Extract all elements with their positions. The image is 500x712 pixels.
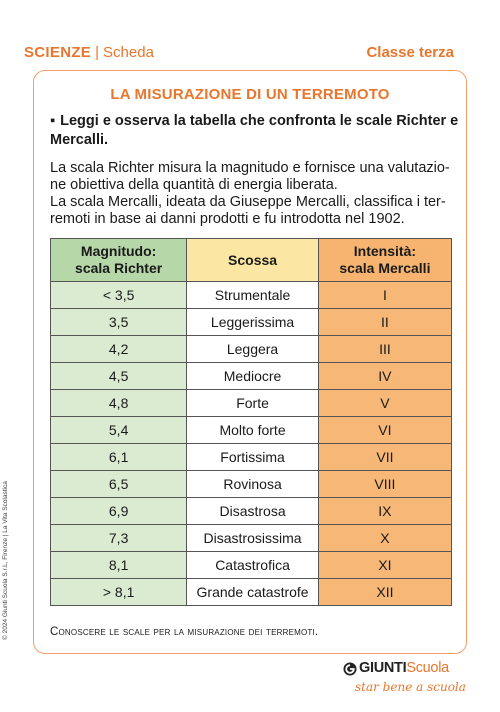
paragraph-line: La scala Richter misura la magnitudo e f… bbox=[50, 160, 450, 176]
cell-intensity: VII bbox=[317, 443, 453, 471]
document-type-label: Scheda bbox=[103, 44, 154, 61]
header-intensity-line2: scala Mercalli bbox=[339, 260, 431, 276]
cell-magnitude: 5,4 bbox=[49, 416, 188, 444]
cell-magnitude: 7,3 bbox=[49, 524, 188, 552]
cell-intensity: I bbox=[317, 281, 453, 309]
header-magnitude-line2: scala Richter bbox=[75, 260, 163, 276]
header-intensity: Intensità: scala Mercalli bbox=[317, 238, 453, 282]
cell-intensity: VI bbox=[317, 416, 453, 444]
cell-shock: Forte bbox=[186, 389, 319, 417]
cell-shock: Fortissima bbox=[186, 443, 319, 471]
cell-intensity: XII bbox=[317, 578, 453, 606]
table-row: 4,8 Forte V bbox=[49, 389, 453, 417]
cell-intensity: V bbox=[317, 389, 453, 417]
intro-paragraph: La scala Richter misura la magnitudo e f… bbox=[50, 160, 460, 228]
publisher-logo: GIUNTIScuola star bene a scuola bbox=[343, 660, 473, 700]
table-row: 8,1 Catastrofica XI bbox=[49, 551, 453, 579]
cell-shock: Disastrosa bbox=[186, 497, 319, 525]
richter-mercalli-table: Magnitudo: scala Richter Scossa Intensit… bbox=[49, 238, 453, 606]
copyright-notice: © 2024 Giunti Scuola S.r.L, Firenze | La… bbox=[2, 481, 12, 650]
cell-magnitude: 4,8 bbox=[49, 389, 188, 417]
cell-magnitude: 3,5 bbox=[49, 308, 188, 336]
page-header: SCIENZE | Scheda Classe terza bbox=[0, 0, 500, 72]
learning-objective: Conoscere le scale per la misurazione de… bbox=[50, 626, 319, 638]
cell-intensity: III bbox=[317, 335, 453, 363]
grade-label: Classe terza bbox=[366, 44, 454, 61]
cell-magnitude: 6,1 bbox=[49, 443, 188, 471]
header-shock: Scossa bbox=[186, 238, 319, 282]
cell-shock: Molto forte bbox=[186, 416, 319, 444]
cell-intensity: IX bbox=[317, 497, 453, 525]
instruction: ▪ Leggi e osserva la tabella che confront… bbox=[50, 112, 460, 150]
paragraph-line: remoti in base ai danni prodotti e fu in… bbox=[50, 211, 405, 227]
header-separator: | bbox=[95, 44, 100, 61]
giunti-logo-icon bbox=[343, 662, 357, 676]
cell-shock: Leggerissima bbox=[186, 308, 319, 336]
cell-magnitude: > 8,1 bbox=[49, 578, 188, 606]
table-row: < 3,5 Strumentale I bbox=[49, 281, 453, 309]
table-row: 7,3 Disastrosissima X bbox=[49, 524, 453, 552]
table-row: 6,1 Fortissima VII bbox=[49, 443, 453, 471]
paragraph-line: ne obiettiva della quantità di energia l… bbox=[50, 177, 338, 193]
table-header-row: Magnitudo: scala Richter Scossa Intensit… bbox=[49, 238, 453, 282]
cell-intensity: IV bbox=[317, 362, 453, 390]
copyright-text: © 2024 Giunti Scuola S.r.L, Firenze | La… bbox=[2, 481, 9, 640]
cell-intensity: X bbox=[317, 524, 453, 552]
table-row: 6,9 Disastrosa IX bbox=[49, 497, 453, 525]
cell-shock: Rovinosa bbox=[186, 470, 319, 498]
cell-magnitude: < 3,5 bbox=[49, 281, 188, 309]
cell-magnitude: 6,9 bbox=[49, 497, 188, 525]
header-magnitude: Magnitudo: scala Richter bbox=[49, 238, 188, 282]
cell-shock: Mediocre bbox=[186, 362, 319, 390]
cell-shock: Catastrofica bbox=[186, 551, 319, 579]
paragraph-line: La scala Mercalli, ideata da Giuseppe Me… bbox=[50, 194, 446, 210]
cell-intensity: II bbox=[317, 308, 453, 336]
table-row: 3,5 Leggerissima II bbox=[49, 308, 453, 336]
table-row: 4,5 Mediocre IV bbox=[49, 362, 453, 390]
logo-name-part1: GIUNTI bbox=[359, 660, 407, 676]
bullet-icon: ▪ bbox=[50, 113, 56, 129]
header-intensity-line1: Intensità: bbox=[353, 243, 417, 259]
cell-shock: Leggera bbox=[186, 335, 319, 363]
cell-shock: Disastrosissima bbox=[186, 524, 319, 552]
table-row: 5,4 Molto forte VI bbox=[49, 416, 453, 444]
logo-name-part2: Scuola bbox=[406, 660, 449, 676]
cell-intensity: XI bbox=[317, 551, 453, 579]
worksheet-title: LA MISURAZIONE DI UN TERREMOTO bbox=[110, 86, 390, 103]
table-row: > 8,1 Grande catastrofe XII bbox=[49, 578, 453, 606]
cell-shock: Strumentale bbox=[186, 281, 319, 309]
cell-shock: Grande catastrofe bbox=[186, 578, 319, 606]
header-magnitude-line1: Magnitudo: bbox=[80, 243, 157, 259]
header-left: SCIENZE | Scheda bbox=[24, 44, 154, 61]
table-row: 6,5 Rovinosa VIII bbox=[49, 470, 453, 498]
cell-magnitude: 6,5 bbox=[49, 470, 188, 498]
subject-label: SCIENZE bbox=[24, 44, 92, 61]
worksheet-card bbox=[33, 70, 467, 654]
logo-name: GIUNTIScuola bbox=[359, 660, 449, 676]
table-row: 4,2 Leggera III bbox=[49, 335, 453, 363]
cell-magnitude: 4,5 bbox=[49, 362, 188, 390]
cell-intensity: VIII bbox=[317, 470, 453, 498]
logo-tagline: star bene a scuola bbox=[355, 680, 466, 694]
cell-magnitude: 8,1 bbox=[49, 551, 188, 579]
cell-magnitude: 4,2 bbox=[49, 335, 188, 363]
instruction-text: Leggi e osserva la tabella che confronta… bbox=[50, 113, 459, 148]
